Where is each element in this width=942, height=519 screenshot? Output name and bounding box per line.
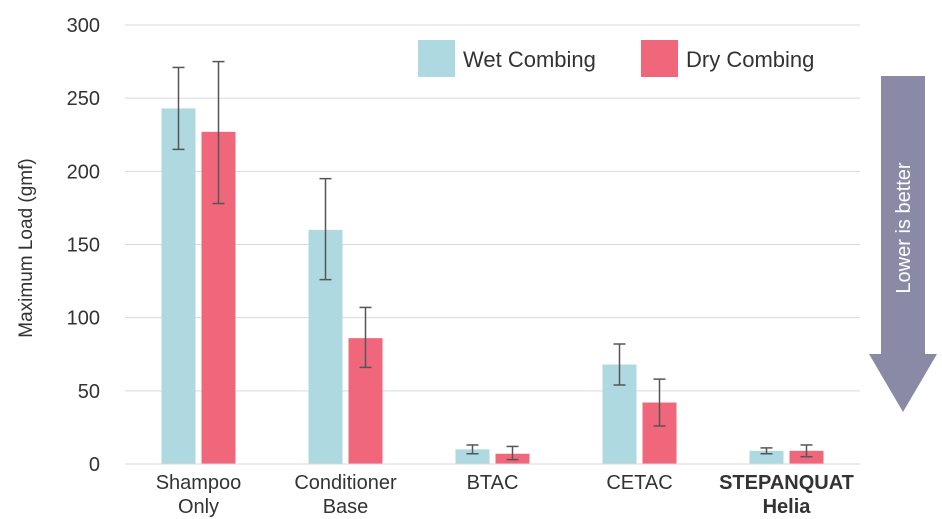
x-tick-label-line: STEPANQUAT: [719, 472, 854, 494]
y-tick-label: 250: [67, 88, 100, 110]
y-tick-label: 150: [67, 235, 100, 257]
bars: [161, 108, 824, 464]
x-tick-label-line: BTAC: [467, 472, 519, 494]
y-tick-label: 200: [67, 161, 100, 183]
error-bar: [760, 447, 773, 455]
legend-swatch: [641, 40, 678, 77]
error-bar: [359, 306, 372, 369]
x-tick-label-line: Helia: [763, 496, 812, 518]
bar-wet-combing: [749, 450, 784, 464]
x-tick-label: Shampoo Only: [156, 472, 242, 518]
arrow-annotation-text: Lower is better: [893, 162, 915, 294]
bar-wet-combing: [161, 108, 196, 464]
lower-is-better-arrow: Lower is better: [869, 76, 937, 412]
x-tick-label-line: Only: [178, 496, 219, 518]
error-bar: [653, 378, 666, 427]
y-tick-label: 100: [67, 308, 100, 330]
y-tick-label: 0: [89, 454, 100, 476]
y-axis-ticks: 0 50 100 150 200 250 300: [67, 15, 100, 476]
y-tick-label: 50: [78, 381, 100, 403]
x-tick-label: STEPANQUAT Helia: [719, 472, 854, 518]
x-tick-label: CETAC: [606, 472, 672, 494]
error-bar: [319, 177, 332, 281]
x-tick-label: Conditioner Base: [294, 472, 397, 518]
legend-label: Wet Combing: [463, 47, 596, 72]
error-bar: [613, 343, 626, 386]
legend-label: Dry Combing: [686, 47, 814, 72]
x-tick-label-line: CETAC: [606, 472, 672, 494]
legend-swatch: [418, 40, 455, 77]
x-tick-label: BTAC: [467, 472, 519, 494]
down-arrow-icon: [869, 76, 937, 412]
y-tick-label: 300: [67, 15, 100, 37]
x-tick-label-line: Conditioner: [294, 472, 397, 494]
x-tick-label-line: Shampoo: [156, 472, 242, 494]
error-bar: [800, 444, 813, 458]
error-bars: [172, 60, 813, 461]
error-bar: [466, 444, 479, 455]
error-bar: [172, 66, 185, 151]
error-bar: [506, 445, 519, 461]
bar-wet-combing: [455, 449, 490, 464]
y-axis-label: Maximum Load (gmf): [16, 158, 37, 338]
gridlines: [125, 24, 860, 392]
legend: Wet Combing Dry Combing: [418, 40, 814, 77]
x-axis-labels: Shampoo Only Conditioner Base BTAC CETAC STEPA…: [156, 472, 854, 518]
x-tick-label-line: Base: [323, 496, 369, 518]
error-bar: [212, 60, 225, 205]
